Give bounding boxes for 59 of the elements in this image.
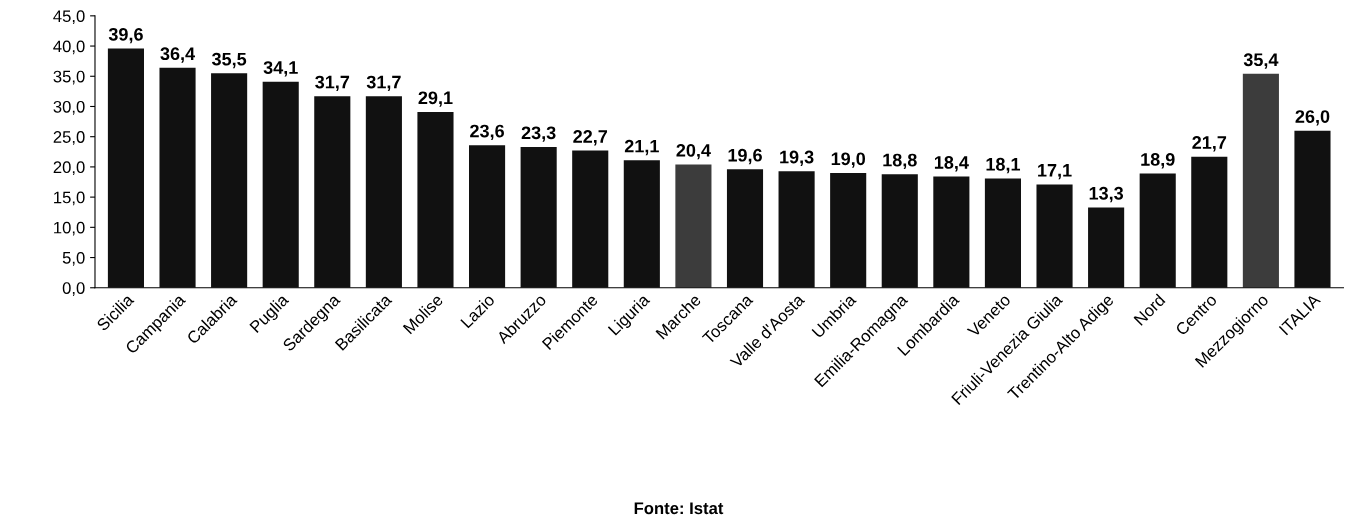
data-label: 13,3 — [1089, 186, 1124, 203]
y-tick-label: 35,0 — [53, 70, 85, 85]
data-label: 19,3 — [780, 150, 814, 167]
y-tick-label: 0,0 — [62, 282, 85, 296]
bar — [159, 67, 196, 288]
data-label: 20,4 — [676, 143, 711, 160]
bar — [933, 176, 970, 288]
data-label: 18,4 — [934, 156, 969, 172]
bar — [107, 48, 144, 288]
data-label: 23,6 — [470, 124, 504, 141]
data-label: 34,1 — [263, 61, 298, 77]
y-tick-label: 30,0 — [53, 100, 85, 115]
bar — [881, 174, 918, 288]
bar — [365, 96, 402, 288]
y-tick-label: 20,0 — [53, 161, 85, 176]
data-label: 22,7 — [573, 130, 608, 146]
data-label: 18,1 — [986, 157, 1021, 174]
data-label: 21,7 — [1192, 136, 1227, 152]
data-label: 35,5 — [211, 52, 247, 69]
bar — [1139, 173, 1176, 288]
y-tick-label: 15,0 — [54, 191, 85, 206]
data-label: 31,7 — [315, 75, 350, 92]
bar — [1294, 130, 1331, 288]
bar — [469, 145, 506, 288]
data-label: 36,4 — [160, 47, 196, 63]
data-label: 21,1 — [624, 139, 659, 156]
bar — [417, 111, 454, 288]
bar — [1036, 184, 1073, 288]
bar — [1191, 156, 1228, 288]
y-tick-label: 10,0 — [54, 221, 85, 236]
data-label: 19,0 — [831, 152, 866, 168]
bar — [778, 171, 815, 288]
y-tick-label: 40,0 — [53, 40, 85, 55]
bar — [623, 160, 660, 288]
bar — [1242, 73, 1279, 288]
data-label: 39,6 — [108, 27, 143, 44]
bar — [520, 146, 557, 288]
bar — [984, 178, 1021, 288]
data-label: 18,8 — [883, 153, 917, 170]
bar — [1088, 207, 1125, 288]
bar — [830, 172, 867, 288]
data-label: 17,1 — [1038, 164, 1072, 180]
y-tick-label: 5,0 — [62, 251, 85, 266]
data-label: 19,6 — [728, 148, 762, 165]
y-tick-label: 45,0 — [53, 10, 85, 25]
bar — [572, 150, 609, 288]
data-label: 26,0 — [1295, 110, 1330, 126]
data-label: 18,9 — [1141, 153, 1175, 169]
y-tick-label: 25,0 — [53, 131, 85, 145]
data-label: 31,7 — [366, 75, 401, 92]
bar — [314, 96, 351, 288]
source-note: Fonte: Istat — [634, 502, 724, 515]
data-label: 29,1 — [418, 91, 453, 107]
bar — [211, 73, 248, 288]
data-label: 35,4 — [1243, 53, 1279, 69]
bar — [262, 81, 299, 288]
bar — [675, 164, 712, 288]
data-label: 23,3 — [521, 126, 556, 142]
bar — [726, 169, 764, 288]
